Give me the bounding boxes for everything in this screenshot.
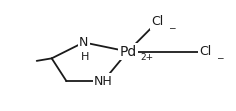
Text: 2+: 2+: [141, 53, 154, 62]
Text: H: H: [81, 52, 89, 62]
Text: −: −: [216, 53, 224, 62]
Text: NH: NH: [94, 75, 113, 88]
Text: N: N: [79, 36, 88, 49]
Text: Cl: Cl: [151, 15, 163, 28]
Text: Cl: Cl: [199, 45, 211, 58]
Text: Pd: Pd: [119, 45, 136, 58]
Text: −: −: [168, 24, 176, 33]
